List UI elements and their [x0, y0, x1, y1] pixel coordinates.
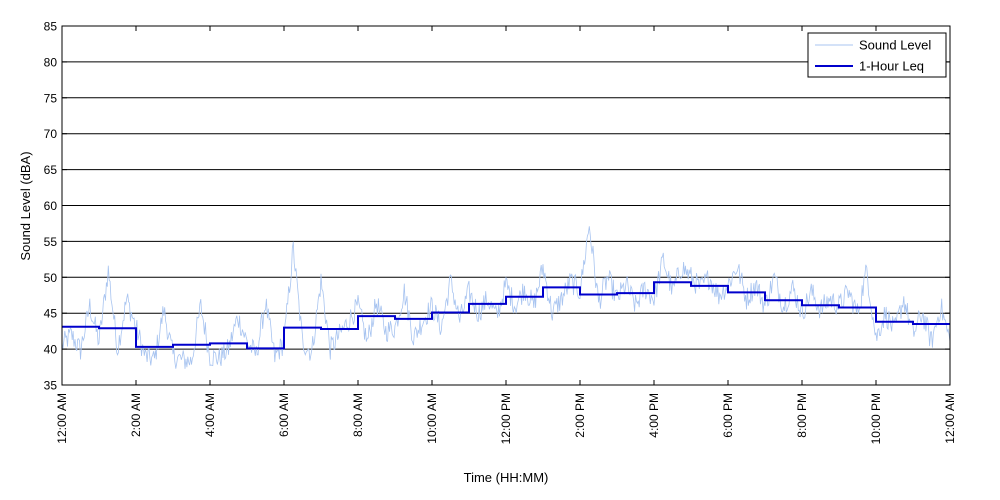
x-tick-label: 2:00 PM	[573, 393, 587, 438]
x-tick-label: 4:00 AM	[203, 393, 217, 437]
series-line-1-hour-leq	[62, 281, 950, 350]
legend: Sound Level 1-Hour Leq	[807, 32, 947, 78]
y-tick-label: 50	[44, 271, 58, 285]
x-tick-label: 8:00 PM	[795, 393, 809, 438]
y-tick-label: 80	[44, 55, 58, 69]
legend-label-1-hour-leq: 1-Hour Leq	[859, 59, 924, 74]
legend-box	[807, 32, 947, 78]
x-tick-label: 6:00 PM	[721, 393, 735, 438]
y-axis-label: Sound Level (dBA)	[18, 151, 33, 260]
y-tick-label: 55	[44, 235, 58, 249]
x-tick-label: 6:00 AM	[277, 393, 291, 437]
y-tick-label: 40	[44, 343, 58, 357]
x-axis-label: Time (HH:MM)	[464, 470, 549, 485]
x-tick-label: 10:00 AM	[425, 393, 439, 444]
x-tick-label: 10:00 PM	[869, 393, 883, 444]
x-tick-label: 8:00 AM	[351, 393, 365, 437]
y-tick-label: 65	[44, 163, 58, 177]
y-tick-label: 45	[44, 307, 58, 321]
series-layer	[61, 226, 951, 369]
x-tick-label: 12:00 PM	[499, 393, 513, 444]
y-tick-label: 35	[44, 379, 58, 393]
x-tick-label: 12:00 AM	[943, 393, 957, 444]
axis-ticks: 35 40 45 50 55 60 65 70 75 80 85 12:00 AM 2:00 AM 4:0…	[44, 20, 957, 445]
x-tick-label: 4:00 PM	[647, 393, 661, 438]
y-tick-label: 85	[44, 20, 58, 34]
x-tick-label: 12:00 AM	[55, 393, 69, 444]
y-tick-label: 60	[44, 199, 58, 213]
x-tick-label: 2:00 AM	[129, 393, 143, 437]
y-tick-label: 70	[44, 127, 58, 141]
y-tick-label: 75	[44, 91, 58, 105]
legend-label-sound-level: Sound Level	[859, 38, 931, 53]
